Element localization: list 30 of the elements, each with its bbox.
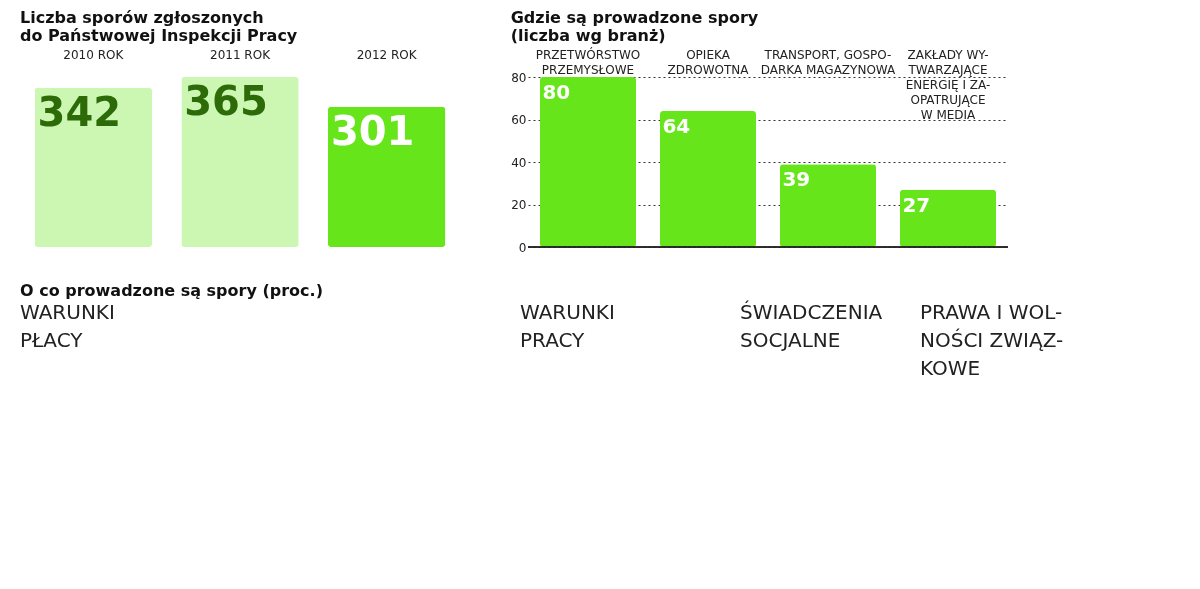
y-tick-label: 80 xyxy=(511,70,527,85)
data-label: 27 xyxy=(902,192,931,217)
chart-title: Liczba sporów zgłoszonych do Państwowej Inspekcji Pracy xyxy=(20,8,298,45)
y-tick-label: 20 xyxy=(511,198,527,212)
x-tick-label: ZAKŁADY WY- TWARZAJĄCE ENERGIĘ I ZA- OPATRUJĄCE W MEDIA xyxy=(905,47,991,122)
x-tick-label: 2012 ROK xyxy=(356,47,418,62)
data-label: 365 xyxy=(184,78,268,124)
x-tick-label: TRANSPORT, GOSPO- DARKA MAGAZYNOWA xyxy=(760,47,897,77)
chart-title: Gdzie są prowadzone spory (liczba wg branż) xyxy=(510,8,759,45)
text: WARUNKI PŁACY xyxy=(20,300,115,352)
data-label: 64 xyxy=(662,114,691,138)
text: PRAWA I WOL- NOŚCI ZWIĄZ- KOWE xyxy=(920,300,1064,380)
bar xyxy=(900,189,996,247)
x-tick-label: PRZETWÓRSTWO PRZEMYSŁOWE xyxy=(535,46,641,77)
x-tick-label: 2011 ROK xyxy=(209,47,272,62)
text: ŚWIADCZENIA SOCJALNE xyxy=(740,300,883,352)
data-label: 342 xyxy=(37,88,122,135)
text: O co prowadzone są spory (proc.) xyxy=(20,281,323,300)
x-tick-label: 2010 ROK xyxy=(63,47,125,62)
text: WARUNKI PRACY xyxy=(520,300,615,352)
bar xyxy=(540,77,636,247)
data-label: 39 xyxy=(782,167,811,192)
bar xyxy=(780,164,876,247)
y-tick-label: 40 xyxy=(511,155,527,170)
bar xyxy=(660,111,756,247)
y-tick-label: 0 xyxy=(518,240,527,255)
data-label: 301 xyxy=(330,107,415,154)
y-tick-label: 60 xyxy=(511,113,527,127)
data-label: 80 xyxy=(542,80,571,104)
x-tick-label: OPIEKA ZDROWOTNA xyxy=(667,47,750,77)
